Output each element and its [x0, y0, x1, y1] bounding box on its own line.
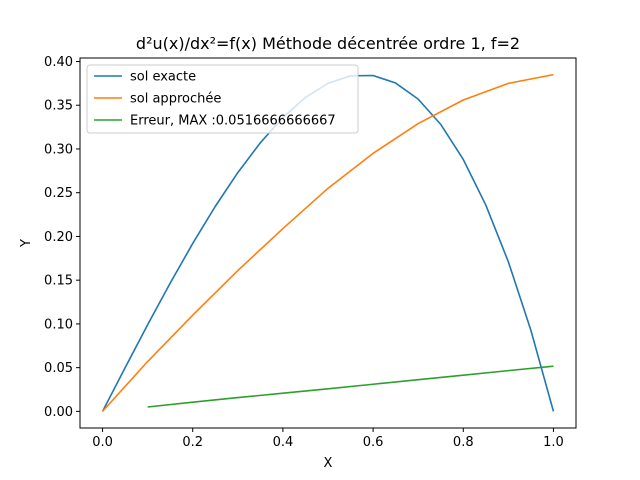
y-tick-label: 0.40: [44, 55, 73, 70]
y-tick-label: 0.20: [44, 230, 73, 245]
legend-label: sol exacte: [130, 70, 196, 85]
y-tick-label: 0.30: [44, 142, 73, 157]
x-tick-label: 0.6: [363, 435, 384, 450]
axes-frame: [79, 57, 577, 429]
x-tick-label: 0.2: [182, 435, 203, 450]
x-tick-label: 0.4: [273, 435, 294, 450]
x-axis-label: X: [324, 456, 333, 471]
y-tick-label: 0.10: [44, 317, 73, 332]
y-tick-label: 0.15: [44, 274, 73, 289]
y-tick-label: 0.00: [44, 405, 73, 420]
series-line-3: [147, 365, 554, 408]
y-tick-label: 0.05: [44, 361, 73, 376]
x-tick-label: 0.0: [92, 435, 113, 450]
x-tick-label: 1.0: [543, 435, 564, 450]
series-line-2: [101, 73, 554, 412]
y-axis: 0.00 0.05 0.10 0.15 0.20 0.25 0.30 0.35 0.40: [44, 55, 80, 420]
y-tick-label: 0.25: [44, 186, 73, 201]
legend: sol exacte sol approchée Erreur, MAX :0.05…: [86, 64, 359, 134]
y-axis-label: Y: [19, 239, 34, 248]
legend-box: [86, 64, 359, 134]
legend-label: Erreur, MAX :0.0516666666667: [130, 114, 336, 129]
legend-label: sol approchée: [130, 92, 221, 107]
y-tick-label: 0.35: [44, 99, 73, 114]
chart-title: d²u(x)/dx²=f(x) Méthode décentrée ordre …: [136, 34, 520, 53]
x-tick-label: 0.8: [453, 435, 474, 450]
x-axis: 0.0 0.2 0.4 0.6 0.8 1.0: [92, 428, 564, 450]
